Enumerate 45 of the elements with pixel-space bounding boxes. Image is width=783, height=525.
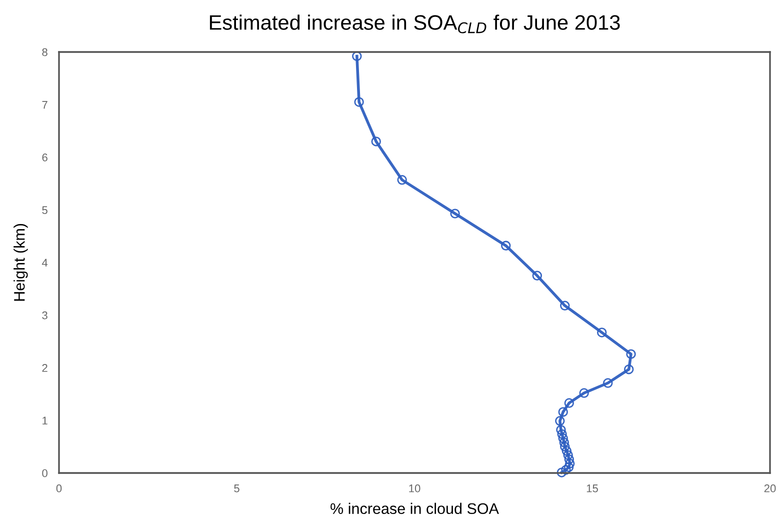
point	[556, 424, 566, 435]
point	[560, 442, 570, 452]
point	[596, 328, 607, 338]
point	[579, 388, 589, 398]
point	[564, 458, 575, 468]
point	[371, 136, 381, 146]
x-tick-label: 10	[409, 484, 420, 492]
y-tick-label: 1	[42, 416, 48, 424]
point	[352, 51, 362, 62]
y-axis-title: Height (km)	[14, 224, 28, 301]
y-tick-label: 7	[42, 101, 48, 109]
point	[501, 240, 511, 251]
point	[559, 438, 570, 448]
point	[564, 462, 574, 472]
point	[624, 364, 634, 374]
point	[397, 175, 407, 185]
chart-title: Estimated increase in SOA$_{CLD}$ for June 2013	[210, 14, 620, 34]
y-tick-label: 2	[42, 364, 48, 372]
point	[557, 429, 567, 439]
point	[560, 300, 570, 311]
point	[626, 349, 636, 359]
point	[354, 97, 364, 107]
point	[561, 464, 571, 475]
x-axis-title: % increase in cloud SOA	[330, 502, 499, 514]
point	[556, 468, 567, 478]
point	[564, 398, 574, 408]
y-tick-label: 6	[42, 154, 48, 162]
y-tick-label: 5	[42, 206, 48, 214]
point	[562, 446, 572, 456]
x-tick-label: 0	[56, 484, 62, 492]
y-tick-label: 8	[42, 48, 48, 56]
point	[555, 416, 565, 426]
point	[558, 407, 568, 417]
point	[563, 450, 573, 460]
y-tick-label: 4	[42, 258, 48, 267]
y-tick-label: 3	[42, 311, 48, 320]
x-tick-label: 15	[586, 484, 598, 492]
x-tick-label: 20	[764, 484, 776, 492]
point	[532, 270, 542, 281]
y-tick-label: 0	[42, 469, 48, 478]
point	[558, 433, 568, 444]
point	[564, 454, 574, 464]
x-tick-label: 5	[234, 484, 240, 492]
point	[450, 208, 460, 218]
point	[603, 378, 613, 388]
